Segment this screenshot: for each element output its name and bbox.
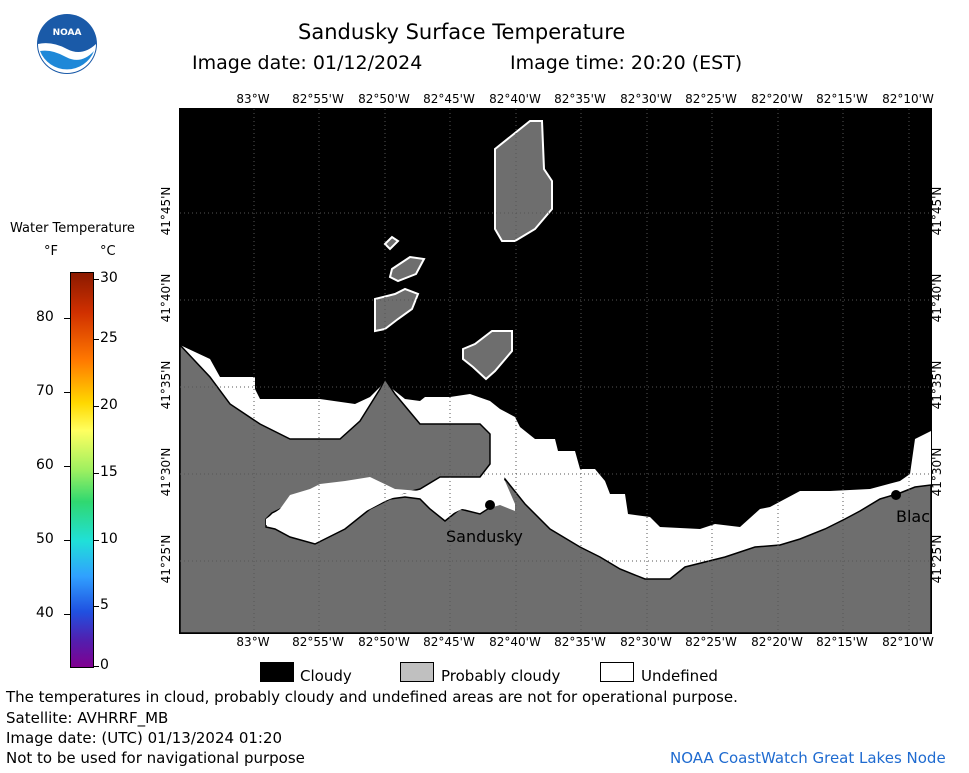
lon-label: 82°10'W (882, 635, 934, 649)
colorbar-unit-c: °C (100, 244, 116, 259)
colorbar-title: Water Temperature (10, 221, 135, 236)
disclaimer-text: The temperatures in cloud, probably clou… (6, 688, 738, 706)
colorbar-c-tick: 5 (100, 597, 109, 613)
lat-label: 41°45'N (930, 186, 944, 236)
lon-label: 82°40'W (489, 635, 541, 649)
colorbar-unit-f: °F (44, 244, 58, 259)
colorbar-tick-mark (64, 540, 70, 541)
lat-label: 41°35'N (930, 360, 944, 410)
lon-label: 82°40'W (489, 92, 541, 106)
lon-label: 82°55'W (292, 635, 344, 649)
map-canvas (180, 109, 931, 633)
noaa-logo: NOAA (36, 13, 98, 75)
colorbar-tick-mark (64, 392, 70, 393)
page-title: Sandusky Surface Temperature (298, 20, 626, 44)
lon-label: 82°30'W (620, 635, 672, 649)
lat-label: 41°40'N (159, 273, 173, 323)
colorbar-tick-mark (93, 666, 99, 667)
lon-label: 82°20'W (751, 635, 803, 649)
lat-label: 41°25'N (930, 534, 944, 584)
island-small-3 (374, 287, 420, 333)
map-frame: Sandusky Blac (179, 108, 932, 634)
colorbar-f-tick: 70 (36, 383, 54, 399)
lon-label: 82°35'W (554, 92, 606, 106)
colorbar-f-tick: 40 (36, 605, 54, 621)
colorbar-f-tick: 80 (36, 309, 54, 325)
colorbar-c-tick: 25 (100, 330, 118, 346)
colorbar-tick-mark (93, 473, 99, 474)
legend-probably-cloudy-swatch (400, 662, 434, 682)
legend-undefined-swatch (600, 662, 634, 682)
lat-label: 41°35'N (159, 360, 173, 410)
lon-label: 82°35'W (554, 635, 606, 649)
lon-label: 82°10'W (882, 92, 934, 106)
island-kelleys (494, 120, 553, 242)
probably-cloudy-land (180, 343, 931, 633)
credit-link[interactable]: NOAA CoastWatch Great Lakes Node (670, 749, 946, 767)
lon-label: 82°20'W (751, 92, 803, 106)
colorbar-tick-mark (64, 614, 70, 615)
sandusky-bay-undefined (266, 471, 515, 539)
colorbar-tick-mark (93, 540, 99, 541)
island-small-1 (383, 235, 400, 251)
lat-label: 41°25'N (159, 534, 173, 584)
colorbar (70, 272, 94, 668)
lon-label: 82°45'W (423, 635, 475, 649)
lon-label: 82°15'W (816, 92, 868, 106)
lon-label: 82°30'W (620, 92, 672, 106)
colorbar-tick-mark (93, 339, 99, 340)
bay-view-label: Blac (896, 507, 931, 526)
lon-label: 83°W (236, 92, 270, 106)
colorbar-tick-mark (64, 318, 70, 319)
sandusky-marker (485, 500, 495, 510)
legend-undefined-label: Undefined (641, 667, 718, 685)
lon-label: 83°W (236, 635, 270, 649)
island-small-2 (388, 255, 426, 283)
lon-label: 82°15'W (816, 635, 868, 649)
colorbar-tick-mark (93, 606, 99, 607)
colorbar-c-tick: 20 (100, 397, 118, 413)
graticule (180, 109, 931, 633)
lon-label: 82°55'W (292, 92, 344, 106)
bay-view-marker (891, 490, 901, 500)
lat-label: 41°45'N (159, 186, 173, 236)
colorbar-c-tick: 0 (100, 657, 109, 673)
colorbar-f-tick: 60 (36, 457, 54, 473)
legend-probably-cloudy-label: Probably cloudy (441, 667, 561, 685)
image-time: Image time: 20:20 (EST) (510, 52, 743, 74)
colorbar-f-tick: 50 (36, 531, 54, 547)
colorbar-c-tick: 15 (100, 464, 118, 480)
legend-cloudy-label: Cloudy (300, 667, 352, 685)
sandusky-label: Sandusky (446, 527, 523, 546)
legend-cloudy-swatch (260, 662, 294, 682)
colorbar-c-tick: 30 (100, 270, 118, 286)
lon-label: 82°25'W (685, 92, 737, 106)
lat-label: 41°30'N (159, 447, 173, 497)
island-marblehead (462, 330, 513, 381)
logo-text: NOAA (53, 28, 82, 38)
colorbar-tick-mark (93, 406, 99, 407)
colorbar-tick-mark (64, 466, 70, 467)
utc-date-text: Image date: (UTC) 01/13/2024 01:20 (6, 729, 283, 747)
lat-label: 41°30'N (930, 447, 944, 497)
nav-warning-text: Not to be used for navigational purpose (6, 749, 305, 767)
image-date: Image date: 01/12/2024 (192, 52, 423, 74)
lon-label: 82°25'W (685, 635, 737, 649)
lon-label: 82°50'W (358, 635, 410, 649)
lon-label: 82°50'W (358, 92, 410, 106)
lon-label: 82°45'W (423, 92, 475, 106)
colorbar-tick-mark (93, 279, 99, 280)
colorbar-c-tick: 10 (100, 531, 118, 547)
lat-label: 41°40'N (930, 273, 944, 323)
satellite-text: Satellite: AVHRRF_MB (6, 709, 169, 727)
